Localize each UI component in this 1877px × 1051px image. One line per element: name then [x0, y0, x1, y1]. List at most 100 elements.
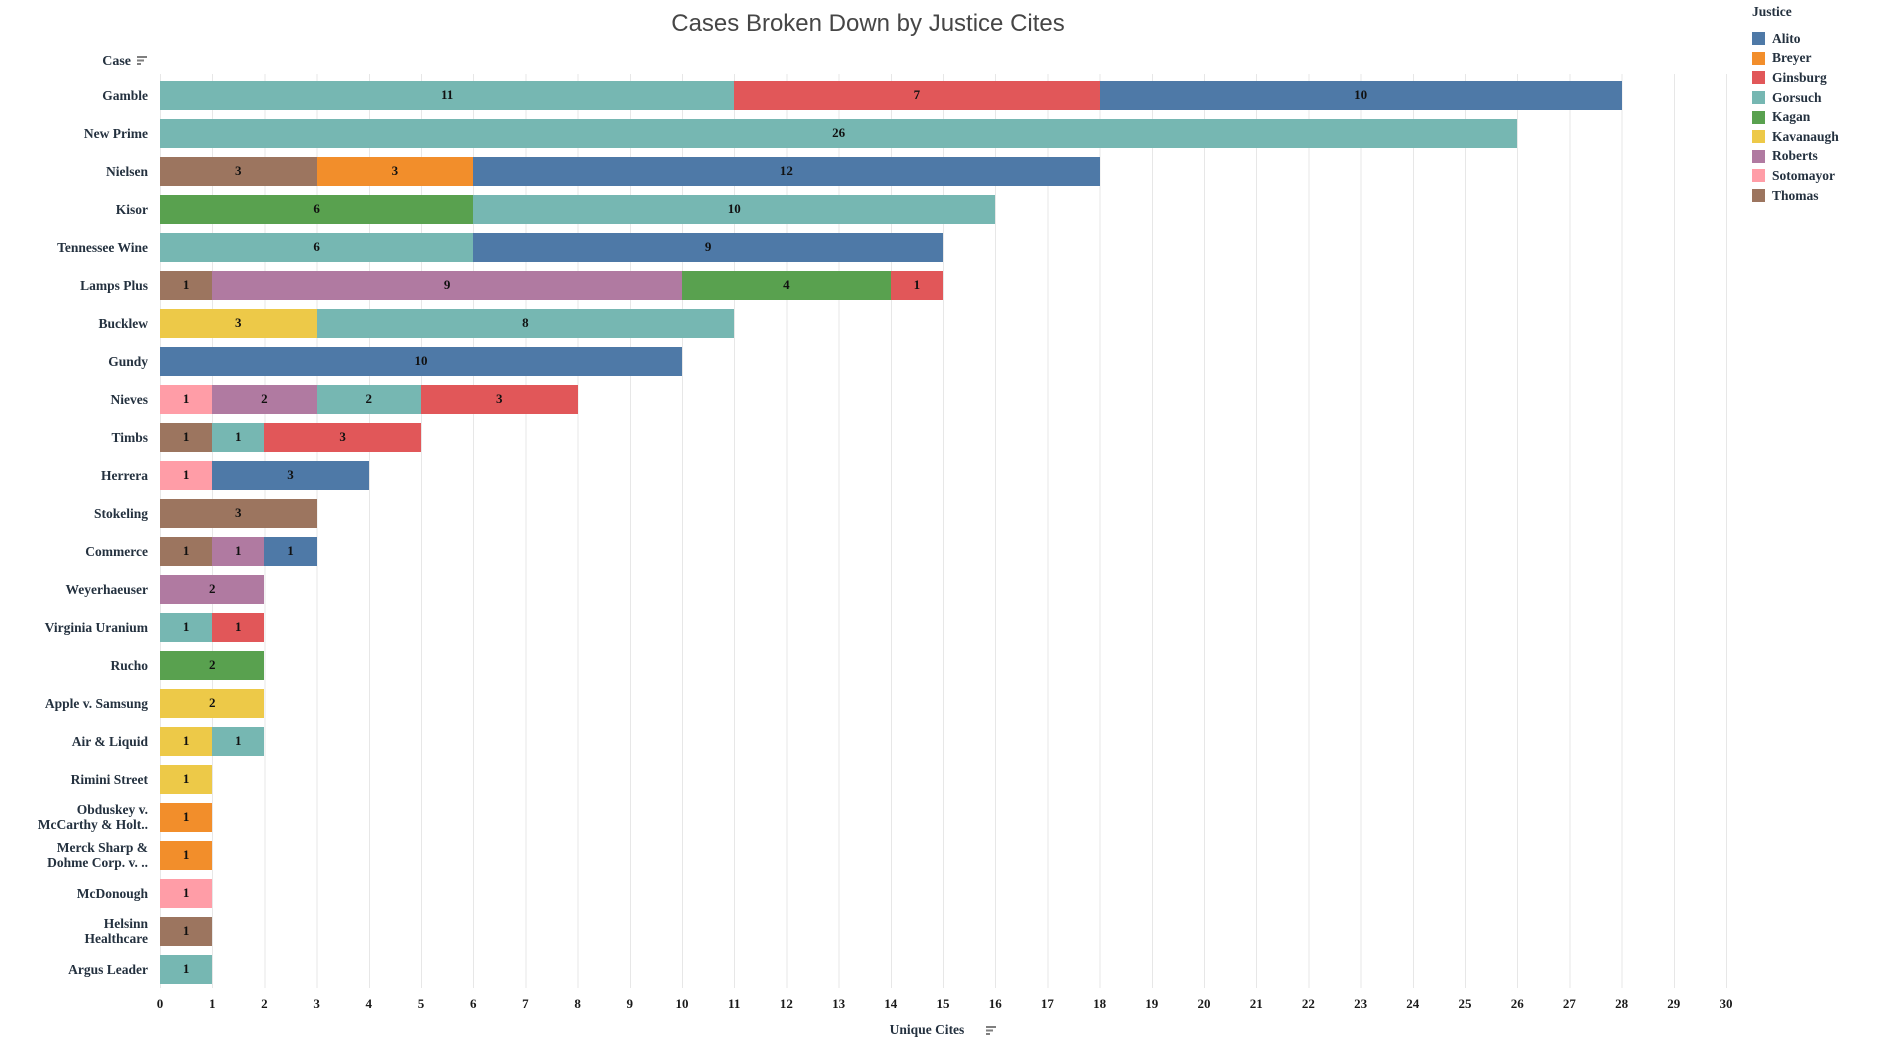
- bar-segment-thomas[interactable]: 1: [160, 916, 213, 946]
- bar-segment-breyer[interactable]: 1: [160, 840, 213, 870]
- x-tick-label: 17: [1040, 996, 1054, 1011]
- bar-segment-kagan[interactable]: 2: [160, 650, 265, 680]
- bar-segment-gorsuch[interactable]: 26: [160, 118, 1518, 148]
- bar-segment-gorsuch[interactable]: 1: [212, 726, 265, 756]
- bar-segment-alito[interactable]: 10: [160, 346, 682, 376]
- bar-segment-ginsburg[interactable]: 1: [890, 270, 943, 300]
- bar-segment-sotomayor[interactable]: 1: [160, 384, 213, 414]
- bar-segment-thomas[interactable]: 1: [160, 270, 213, 300]
- legend-item-gorsuch[interactable]: Gorsuch: [1752, 88, 1872, 108]
- x-tick-label: 26: [1510, 996, 1524, 1011]
- bar-segment-kavanaugh[interactable]: 1: [160, 726, 213, 756]
- case-label[interactable]: Virginia Uranium: [44, 619, 148, 635]
- legend-label: Breyer: [1772, 50, 1812, 66]
- case-label[interactable]: Lamps Plus: [80, 277, 148, 293]
- legend-item-kagan[interactable]: Kagan: [1752, 107, 1872, 127]
- legend-item-alito[interactable]: Alito: [1752, 29, 1872, 49]
- bar-segment-alito[interactable]: 12: [473, 156, 1100, 186]
- sort-icon[interactable]: [137, 54, 148, 70]
- bar-segment-gorsuch[interactable]: 10: [473, 194, 996, 224]
- bar-segment-gorsuch[interactable]: 8: [316, 308, 735, 338]
- case-label[interactable]: Timbs: [111, 429, 148, 445]
- bar-segment-sotomayor[interactable]: 1: [160, 460, 213, 490]
- case-label[interactable]: Argus Leader: [68, 961, 148, 977]
- bar-segment-alito[interactable]: 9: [473, 232, 943, 262]
- sort-icon[interactable]: [986, 1023, 997, 1039]
- case-label[interactable]: Gamble: [102, 87, 148, 103]
- case-label[interactable]: Stokeling: [93, 505, 148, 521]
- bar-segment-ginsburg[interactable]: 1: [212, 612, 265, 642]
- case-label[interactable]: Rimini Street: [70, 771, 148, 787]
- x-axis-title[interactable]: Unique Cites: [160, 1022, 1727, 1039]
- bar-value-label: 1: [235, 619, 242, 634]
- bar-segment-alito[interactable]: 3: [212, 460, 369, 490]
- bar-segment-gorsuch[interactable]: 1: [212, 422, 265, 452]
- case-label[interactable]: Merck Sharp & Dohme Corp. v. ..: [47, 840, 148, 870]
- case-label[interactable]: Kisor: [115, 201, 148, 217]
- case-label[interactable]: Weyerhaeuser: [65, 581, 148, 597]
- case-label[interactable]: Bucklew: [98, 315, 148, 331]
- bar-segment-alito[interactable]: 10: [1099, 80, 1622, 110]
- legend-swatch: [1752, 91, 1765, 105]
- case-label[interactable]: McDonough: [76, 885, 148, 901]
- legend-label: Ginsburg: [1772, 69, 1827, 85]
- case-label[interactable]: Nieves: [110, 391, 149, 407]
- bar-segment-gorsuch[interactable]: 1: [160, 612, 213, 642]
- x-tick-label: 5: [417, 996, 425, 1011]
- bar-value-label: 2: [208, 657, 216, 672]
- legend-item-thomas[interactable]: Thomas: [1752, 186, 1872, 206]
- bar-segment-gorsuch[interactable]: 2: [316, 384, 421, 414]
- bar-segment-breyer[interactable]: 1: [160, 802, 213, 832]
- bar-value-label: 3: [235, 505, 242, 520]
- case-label[interactable]: Commerce: [85, 543, 148, 559]
- bar-segment-roberts[interactable]: 2: [160, 574, 265, 604]
- legend-item-sotomayor[interactable]: Sotomayor: [1752, 166, 1872, 186]
- case-label[interactable]: Rucho: [110, 657, 148, 673]
- bar-segment-sotomayor[interactable]: 1: [160, 878, 213, 908]
- bar-segment-gorsuch[interactable]: 1: [160, 954, 213, 984]
- bar-segment-thomas[interactable]: 3: [160, 156, 317, 186]
- case-column-header[interactable]: Case: [0, 54, 148, 70]
- chart-title: Cases Broken Down by Justice Cites: [671, 10, 1065, 37]
- bar-segment-roberts[interactable]: 1: [212, 536, 265, 566]
- legend-item-kavanaugh[interactable]: Kavanaugh: [1752, 127, 1872, 147]
- bar-value-label: 10: [1354, 87, 1368, 102]
- bar-segment-ginsburg[interactable]: 3: [420, 384, 578, 414]
- legend-item-roberts[interactable]: Roberts: [1752, 147, 1872, 167]
- bar-track: 3 3 12: [160, 156, 1736, 186]
- bar-value-label: 1: [287, 543, 294, 558]
- bar-segment-kagan[interactable]: 6: [160, 194, 474, 224]
- case-label[interactable]: Obduskey v. McCarthy & Holt..: [37, 802, 148, 832]
- legend-item-ginsburg[interactable]: Ginsburg: [1752, 68, 1872, 88]
- x-tick-label: 9: [626, 996, 634, 1011]
- bar-segment-gorsuch[interactable]: 6: [160, 232, 474, 262]
- case-label[interactable]: Helsinn Healthcare: [84, 916, 148, 946]
- bar-segment-thomas[interactable]: 1: [160, 536, 213, 566]
- case-label[interactable]: Apple v. Samsung: [44, 695, 148, 711]
- bar-segment-alito[interactable]: 1: [264, 536, 317, 566]
- legend-item-breyer[interactable]: Breyer: [1752, 49, 1872, 69]
- case-label[interactable]: New Prime: [83, 125, 148, 141]
- bar-track: 1 1 3: [160, 422, 1736, 452]
- bar-segment-gorsuch[interactable]: 11: [160, 80, 735, 110]
- bar-segment-thomas[interactable]: 3: [160, 498, 317, 528]
- case-label[interactable]: Tennessee Wine: [57, 239, 148, 255]
- bar-segment-kagan[interactable]: 4: [681, 270, 891, 300]
- case-label[interactable]: Nielsen: [106, 163, 148, 179]
- case-label[interactable]: Air & Liquid: [71, 733, 148, 749]
- legend-swatch: [1752, 149, 1765, 163]
- bar-segment-roberts[interactable]: 2: [212, 384, 317, 414]
- bar-segment-ginsburg[interactable]: 3: [264, 422, 421, 452]
- bar-segment-breyer[interactable]: 3: [316, 156, 474, 186]
- bar-segment-kavanaugh[interactable]: 3: [160, 308, 317, 338]
- bar-segment-kavanaugh[interactable]: 2: [160, 688, 265, 718]
- bar-value-label: 10: [727, 201, 741, 216]
- bar-segment-ginsburg[interactable]: 7: [734, 80, 1100, 110]
- bar-segment-thomas[interactable]: 1: [160, 422, 213, 452]
- bar-value-label: 3: [496, 391, 503, 406]
- bar-segment-kavanaugh[interactable]: 1: [160, 764, 213, 794]
- x-tick-label: 8: [574, 996, 581, 1011]
- case-label[interactable]: Herrera: [101, 467, 148, 483]
- bar-segment-roberts[interactable]: 9: [212, 270, 682, 300]
- case-label[interactable]: Gundy: [108, 353, 148, 369]
